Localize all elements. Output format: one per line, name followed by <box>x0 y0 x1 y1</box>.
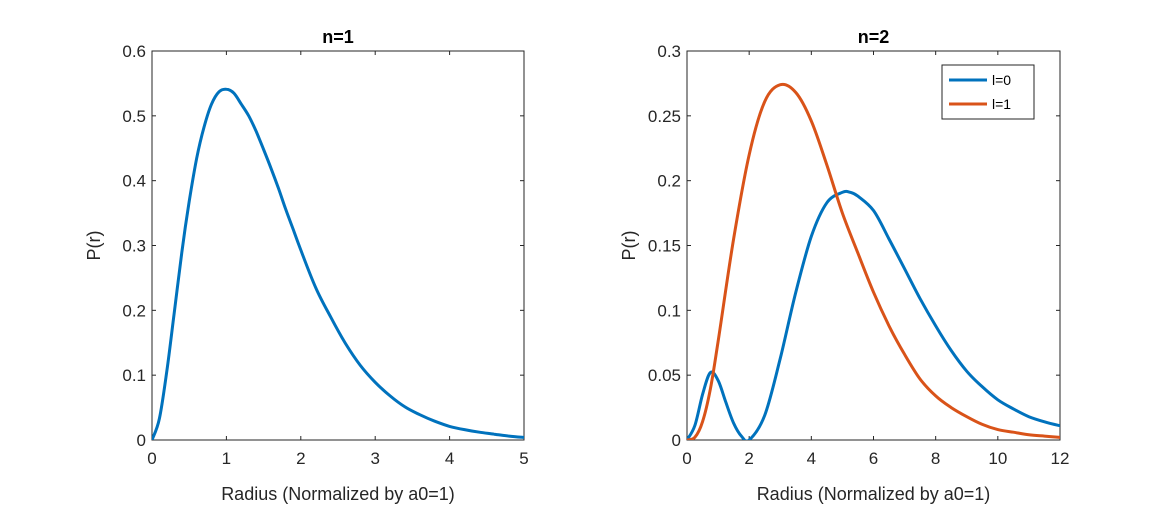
subplot-1: 0 1 2 3 4 5 0 0.1 0.2 0.3 0.4 0.5 0.6 n=1 Radius (Norm… <box>84 27 529 504</box>
x-axis-label: Radius (Normalized by a0=1) <box>221 484 455 504</box>
x-tick-label: 4 <box>445 449 454 468</box>
y-tick-label: 0.2 <box>122 301 146 320</box>
y-tick-label: 0.15 <box>648 237 681 256</box>
x-tick-label: 1 <box>222 449 231 468</box>
y-tick-label: 0.4 <box>122 172 146 191</box>
legend-label: l=1 <box>992 96 1011 112</box>
series-line-1 <box>152 87 524 440</box>
y-tick-label: 0.05 <box>648 366 681 385</box>
legend: l=0 l=1 <box>941 64 1035 120</box>
axes-box <box>151 50 525 441</box>
y-tick-label: 0.1 <box>657 301 681 320</box>
y-tick-label: 0 <box>137 431 146 450</box>
x-axis-label: Radius (Normalized by a0=1) <box>757 484 991 504</box>
y-tick-label: 0.3 <box>122 237 146 256</box>
y-tick-label: 0.6 <box>122 42 146 61</box>
series-line-1 <box>687 189 1060 440</box>
legend-box <box>941 64 1035 120</box>
x-tick-label: 2 <box>744 449 753 468</box>
x-tick-label: 2 <box>296 449 305 468</box>
subplot-2: 0 2 4 6 8 10 12 0 0.05 0.1 0.15 0.2 0.25 0.3 n=2 Radius… <box>619 27 1069 504</box>
x-tick-label: 10 <box>988 449 1007 468</box>
chart-title: n=1 <box>322 27 354 47</box>
x-tick-label: 5 <box>519 449 528 468</box>
x-tick-label: 8 <box>931 449 940 468</box>
series-line-2 <box>687 82 1060 440</box>
y-axis-label: P(r) <box>619 231 639 261</box>
y-tick-label: 0.25 <box>648 107 681 126</box>
x-tick-label: 6 <box>869 449 878 468</box>
y-tick-label: 0.1 <box>122 366 146 385</box>
y-tick-label: 0.3 <box>657 42 681 61</box>
x-tick-label: 0 <box>682 449 691 468</box>
x-tick-label: 4 <box>807 449 816 468</box>
x-tick-label: 3 <box>370 449 379 468</box>
chart-title: n=2 <box>858 27 890 47</box>
legend-label: l=0 <box>992 72 1011 88</box>
y-tick-label: 0.5 <box>122 107 146 126</box>
y-tick-label: 0.2 <box>657 172 681 191</box>
x-tick-label: 0 <box>147 449 156 468</box>
x-tick-label: 12 <box>1051 449 1070 468</box>
y-axis-label: P(r) <box>84 231 104 261</box>
y-tick-label: 0 <box>672 431 681 450</box>
